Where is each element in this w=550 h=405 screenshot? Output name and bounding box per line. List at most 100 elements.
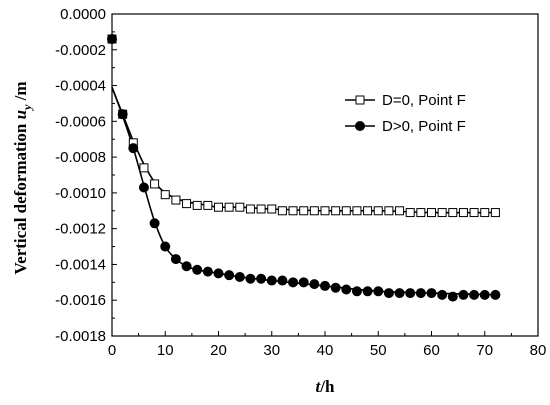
data-point <box>447 291 458 302</box>
data-point <box>384 206 394 216</box>
data-point <box>245 204 255 214</box>
data-point <box>107 34 117 45</box>
y-tick-label: -0.0012 <box>55 221 106 238</box>
y-tick-label: -0.0004 <box>55 78 106 95</box>
data-point <box>405 208 415 218</box>
legend-label: D>0, Point F <box>382 118 466 135</box>
data-point <box>373 286 384 297</box>
legend-marker <box>355 95 365 105</box>
data-point <box>320 206 330 216</box>
y-tick-label: -0.0016 <box>55 292 106 309</box>
data-point <box>256 273 267 284</box>
data-point <box>383 288 394 299</box>
data-point <box>458 289 469 300</box>
data-point <box>394 288 405 299</box>
data-point <box>341 206 351 216</box>
data-point <box>138 182 149 193</box>
data-point <box>299 206 309 216</box>
data-point <box>331 206 341 216</box>
x-tick-label: 30 <box>263 342 280 359</box>
data-point <box>277 206 287 216</box>
data-point <box>448 208 458 218</box>
x-tick-label: 80 <box>530 342 547 359</box>
y-tick-label: -0.0002 <box>55 42 106 59</box>
y-axis-title: Vertical deformation uy /m <box>11 81 34 274</box>
data-point <box>298 277 309 288</box>
data-point <box>479 289 490 300</box>
data-point <box>245 273 256 284</box>
data-point <box>266 275 277 286</box>
data-point <box>362 286 373 297</box>
data-point <box>416 208 426 218</box>
data-point <box>235 202 245 212</box>
data-point <box>395 206 405 216</box>
data-point <box>277 275 288 286</box>
data-point <box>415 288 426 299</box>
data-point <box>150 179 160 189</box>
data-point <box>160 190 170 200</box>
x-axis-title: t/h <box>316 377 335 396</box>
data-point <box>160 241 171 252</box>
data-point <box>352 206 362 216</box>
data-point <box>139 163 149 173</box>
x-tick-label: 20 <box>210 342 227 359</box>
y-tick-label: -0.0008 <box>55 149 106 166</box>
data-point <box>320 280 330 291</box>
data-point <box>267 204 277 214</box>
data-point <box>437 208 447 218</box>
data-point <box>213 268 224 279</box>
data-point <box>351 286 362 297</box>
data-point <box>490 208 500 218</box>
x-tick-label: 40 <box>317 342 334 359</box>
data-point <box>149 218 160 229</box>
data-point <box>309 279 320 290</box>
data-point <box>480 208 490 218</box>
data-point <box>202 266 213 277</box>
data-point <box>405 288 416 299</box>
y-tick-label: 0.0000 <box>60 6 106 23</box>
data-point <box>192 264 203 275</box>
data-point <box>309 206 319 216</box>
data-point <box>181 261 192 272</box>
y-tick-label: -0.0006 <box>55 113 106 130</box>
data-point <box>192 200 202 210</box>
data-point <box>341 284 352 295</box>
data-point <box>427 208 436 218</box>
data-point <box>288 206 298 216</box>
data-point <box>182 199 192 209</box>
x-tick-label: 0 <box>108 342 116 359</box>
x-axis-ticks: 0 10 20 30 40 50 60 70 80 <box>108 331 547 359</box>
data-point <box>330 282 341 293</box>
x-tick-label: 50 <box>370 342 387 359</box>
y-axis-ticks: 0.0000 -0.0002 -0.0004 -0.0006 -0.0008 -0.001… <box>55 6 117 345</box>
data-point <box>171 195 181 205</box>
data-point <box>458 208 468 218</box>
data-point <box>469 208 479 218</box>
data-point <box>128 143 139 154</box>
y-tick-label: -0.0010 <box>55 185 106 202</box>
data-point <box>469 289 480 300</box>
data-point <box>288 277 299 288</box>
data-point <box>224 202 234 212</box>
data-point <box>170 254 181 265</box>
y-tick-label: -0.0014 <box>55 256 106 273</box>
data-point <box>426 288 437 299</box>
series-markers <box>107 34 501 302</box>
legend-label: D=0, Point F <box>382 92 466 109</box>
data-point <box>490 289 501 300</box>
data-point <box>203 200 213 210</box>
data-point <box>224 270 235 281</box>
legend-marker <box>355 121 365 131</box>
data-point <box>117 109 128 120</box>
x-tick-label: 70 <box>476 342 493 359</box>
legend: D=0, Point F D>0, Point F <box>345 92 466 135</box>
data-point <box>363 206 373 216</box>
x-tick-label: 60 <box>423 342 440 359</box>
y-tick-label: -0.0018 <box>55 328 106 345</box>
data-point <box>214 202 223 212</box>
data-point <box>437 289 448 300</box>
x-tick-label: 10 <box>157 342 174 359</box>
data-point <box>234 271 245 282</box>
data-point <box>373 206 383 216</box>
